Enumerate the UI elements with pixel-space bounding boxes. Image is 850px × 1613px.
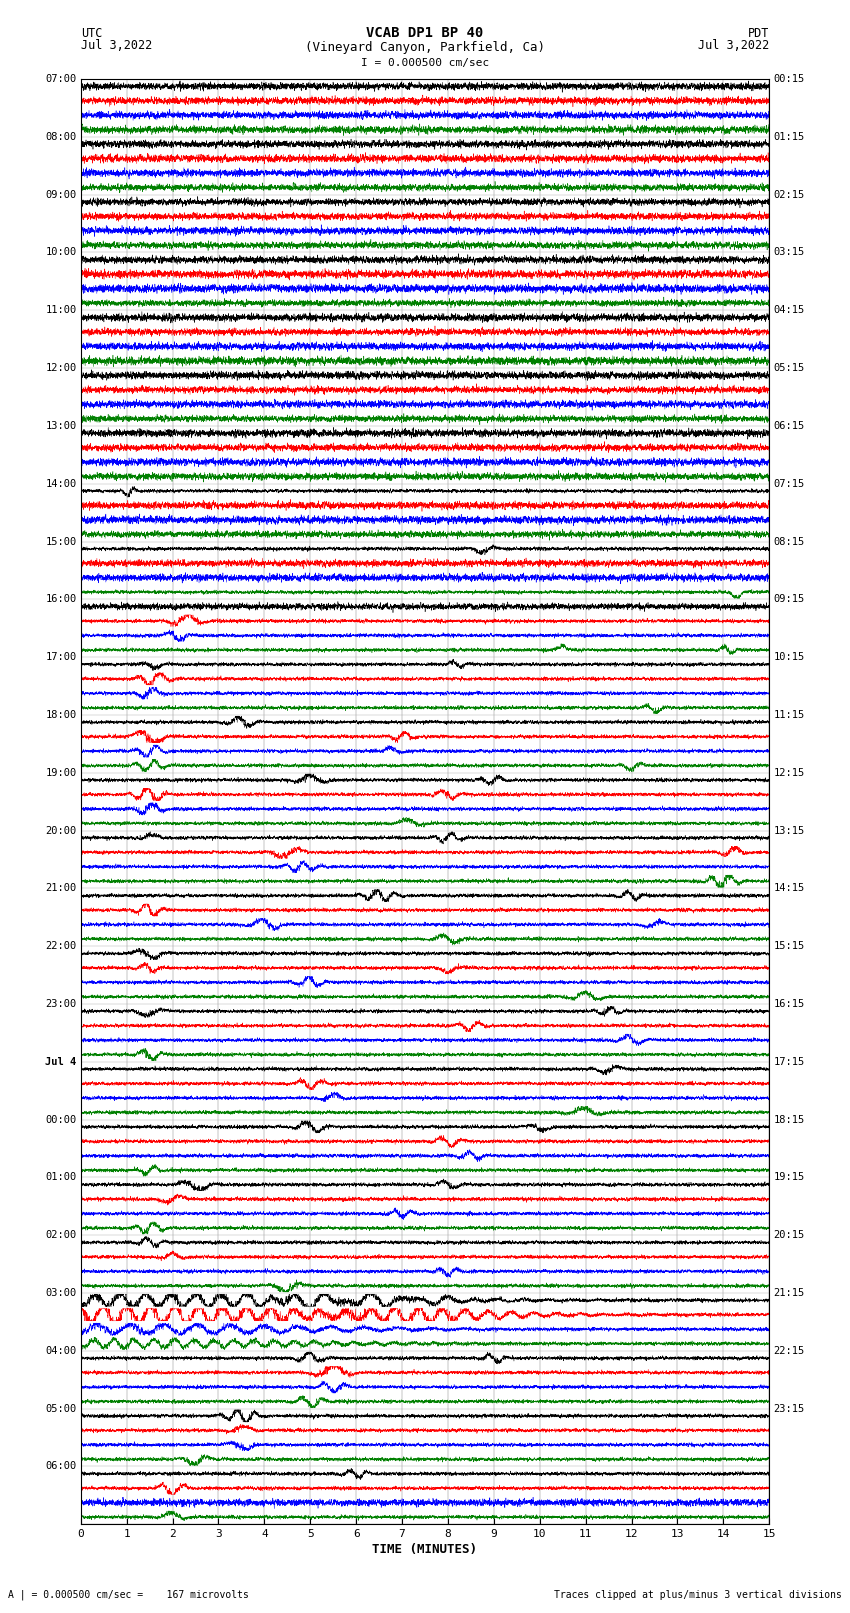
Text: 07:15: 07:15 <box>774 479 805 489</box>
Text: Jul 4: Jul 4 <box>45 1057 76 1066</box>
Text: 02:15: 02:15 <box>774 190 805 200</box>
Text: 12:15: 12:15 <box>774 768 805 777</box>
Text: 19:15: 19:15 <box>774 1173 805 1182</box>
Text: 20:15: 20:15 <box>774 1231 805 1240</box>
Text: 18:00: 18:00 <box>45 710 76 719</box>
Text: VCAB DP1 BP 40: VCAB DP1 BP 40 <box>366 26 484 39</box>
Text: 21:15: 21:15 <box>774 1289 805 1298</box>
Text: 15:00: 15:00 <box>45 537 76 547</box>
Text: PDT: PDT <box>748 26 769 39</box>
Text: 08:15: 08:15 <box>774 537 805 547</box>
Text: 06:15: 06:15 <box>774 421 805 431</box>
Text: 00:00: 00:00 <box>45 1115 76 1124</box>
Text: 09:00: 09:00 <box>45 190 76 200</box>
Text: 03:00: 03:00 <box>45 1289 76 1298</box>
Text: 13:00: 13:00 <box>45 421 76 431</box>
Text: 21:00: 21:00 <box>45 884 76 894</box>
Text: 10:00: 10:00 <box>45 247 76 258</box>
Text: 19:00: 19:00 <box>45 768 76 777</box>
Text: 10:15: 10:15 <box>774 652 805 661</box>
Text: 00:15: 00:15 <box>774 74 805 84</box>
Text: 07:00: 07:00 <box>45 74 76 84</box>
Text: 15:15: 15:15 <box>774 942 805 952</box>
Text: Jul 3,2022: Jul 3,2022 <box>81 39 152 52</box>
Text: A | = 0.000500 cm/sec =    167 microvolts: A | = 0.000500 cm/sec = 167 microvolts <box>8 1589 249 1600</box>
Text: 02:00: 02:00 <box>45 1231 76 1240</box>
Text: 22:15: 22:15 <box>774 1345 805 1357</box>
Text: 11:15: 11:15 <box>774 710 805 719</box>
Text: Jul 3,2022: Jul 3,2022 <box>698 39 769 52</box>
Text: 05:00: 05:00 <box>45 1403 76 1413</box>
Text: 17:00: 17:00 <box>45 652 76 661</box>
Text: 14:15: 14:15 <box>774 884 805 894</box>
Text: 12:00: 12:00 <box>45 363 76 373</box>
Text: (Vineyard Canyon, Parkfield, Ca): (Vineyard Canyon, Parkfield, Ca) <box>305 40 545 53</box>
Text: 01:00: 01:00 <box>45 1173 76 1182</box>
Text: 20:00: 20:00 <box>45 826 76 836</box>
Text: UTC: UTC <box>81 26 102 39</box>
Text: 22:00: 22:00 <box>45 942 76 952</box>
Text: 06:00: 06:00 <box>45 1461 76 1471</box>
X-axis label: TIME (MINUTES): TIME (MINUTES) <box>372 1544 478 1557</box>
Text: 11:00: 11:00 <box>45 305 76 315</box>
Text: 03:15: 03:15 <box>774 247 805 258</box>
Text: 13:15: 13:15 <box>774 826 805 836</box>
Text: I = 0.000500 cm/sec: I = 0.000500 cm/sec <box>361 58 489 68</box>
Text: 04:15: 04:15 <box>774 305 805 315</box>
Text: 18:15: 18:15 <box>774 1115 805 1124</box>
Text: 23:00: 23:00 <box>45 998 76 1010</box>
Text: 01:15: 01:15 <box>774 132 805 142</box>
Text: 17:15: 17:15 <box>774 1057 805 1066</box>
Text: 16:00: 16:00 <box>45 594 76 605</box>
Text: 05:15: 05:15 <box>774 363 805 373</box>
Text: 14:00: 14:00 <box>45 479 76 489</box>
Text: Traces clipped at plus/minus 3 vertical divisions: Traces clipped at plus/minus 3 vertical … <box>553 1590 842 1600</box>
Text: 04:00: 04:00 <box>45 1345 76 1357</box>
Text: 08:00: 08:00 <box>45 132 76 142</box>
Text: 23:15: 23:15 <box>774 1403 805 1413</box>
Text: 16:15: 16:15 <box>774 998 805 1010</box>
Text: 09:15: 09:15 <box>774 594 805 605</box>
